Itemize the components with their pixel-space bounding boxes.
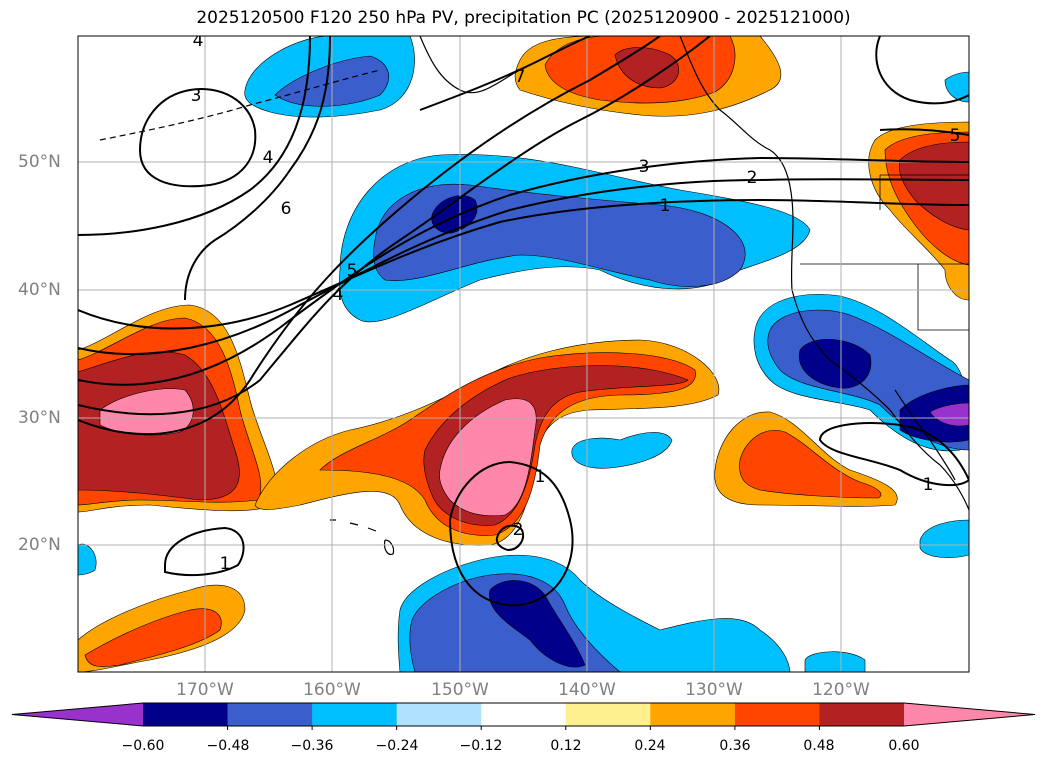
lat-label-30n: 30°N [18, 408, 61, 428]
gridlines [78, 36, 969, 672]
contour-label: 5 [347, 261, 358, 281]
blue-region-small-d [944, 71, 969, 103]
lon-label-160w: 160°W [303, 680, 361, 700]
colorbar-segment [819, 703, 905, 726]
colorbar-label: −0.48 [206, 738, 250, 754]
lon-label-170w: 170°W [176, 680, 234, 700]
contour-label: 4 [333, 285, 344, 305]
contour-label: 1 [220, 554, 231, 574]
blue-region-south-core [489, 580, 586, 668]
colorbar-segment [312, 703, 398, 726]
colorbar-segment [143, 703, 229, 726]
colorbar-label: −0.36 [290, 738, 334, 754]
map-title: 2025120500 F120 250 hPa PV, precipitatio… [196, 8, 851, 28]
colorbar-segment [396, 703, 482, 726]
contour-labels: 4 3 4 6 7 3 2 1 5 4 5 1 2 1 1 [191, 31, 961, 574]
contour-3-loop [138, 88, 257, 188]
contour-label: 1 [660, 196, 671, 216]
colorbar-extension-low [12, 703, 143, 726]
contour-2 [78, 178, 969, 356]
contour-label: 2 [513, 520, 524, 540]
colorbar-label: 0.12 [550, 738, 582, 754]
contour-label: 4 [263, 148, 274, 168]
colorbar-label: −0.60 [121, 738, 165, 754]
colorbar-extension-high [904, 703, 1035, 726]
coastline-baja [894, 389, 956, 481]
contour-label: 3 [191, 86, 202, 106]
colorbar-label: −0.24 [375, 738, 419, 754]
contour-label: 2 [747, 168, 758, 188]
contour-4-lower [78, 36, 711, 416]
warm-region-east-inner [739, 430, 882, 499]
us-border [800, 174, 969, 331]
colorbar-label: 0.24 [634, 738, 666, 754]
colorbar-label: 0.36 [719, 738, 751, 754]
colorbar-label: 0.48 [803, 738, 835, 754]
contour-7 [419, 36, 591, 111]
colorbar-label: 0.60 [888, 738, 920, 754]
colorbar-segment [734, 703, 820, 726]
contour-4-upper [78, 36, 311, 236]
contour-label: 3 [639, 157, 650, 177]
contour-6 [184, 36, 331, 301]
colorbar [11, 702, 1036, 730]
lat-label-40n: 40°N [18, 280, 61, 300]
contour-top-right [875, 36, 969, 105]
hawaii-islands [330, 519, 395, 555]
contour-5-pacific-nw [879, 128, 969, 136]
contour-label: 5 [950, 126, 961, 146]
warm-region-gulf-alaska-dark [614, 47, 679, 89]
contour-1-main [78, 198, 969, 330]
contour-label: 1 [923, 475, 934, 495]
contour-3 [78, 156, 969, 386]
blue-region-south-right [804, 651, 866, 672]
warm-region-southwest-inner [84, 608, 222, 667]
lon-label-150w: 150°W [431, 680, 489, 700]
colorbar-label: −0.12 [459, 738, 503, 754]
coastline-aleutians [99, 69, 381, 141]
colorbar-segment [481, 703, 567, 726]
pv-contours [78, 36, 969, 607]
map-frame [77, 35, 970, 673]
colorbar-segment [650, 703, 736, 726]
purple-region-baja [929, 402, 969, 427]
colorbar-segment [565, 703, 651, 726]
blue-region-small-c [78, 543, 97, 576]
negative-precip-regions [78, 36, 969, 672]
lon-label-120w: 120°W [812, 680, 870, 700]
colorbar-segment [227, 703, 313, 726]
contour-label: 4 [193, 31, 204, 51]
contour-5 [78, 36, 661, 436]
lon-label-130w: 130°W [685, 680, 743, 700]
contour-1-sw-loop [164, 526, 245, 577]
blue-region-small-a [571, 432, 673, 469]
contour-label: 1 [535, 467, 546, 487]
warm-region-pacific-nw-dark [898, 141, 969, 231]
blue-region-small-b [919, 519, 969, 558]
lat-label-20n: 20°N [18, 535, 61, 555]
blue-region-central-core [431, 195, 478, 234]
lon-label-140w: 140°W [558, 680, 616, 700]
map-area: 4 3 4 6 7 3 2 1 5 4 5 1 2 1 1 [78, 31, 969, 672]
colorbar-outline [11, 702, 1036, 727]
contour-label: 6 [281, 199, 292, 219]
contour-2-small-loop [495, 524, 524, 552]
contour-label: 7 [515, 67, 526, 87]
contour-tropical-loop [448, 460, 574, 607]
lat-label-50n: 50°N [18, 152, 61, 172]
